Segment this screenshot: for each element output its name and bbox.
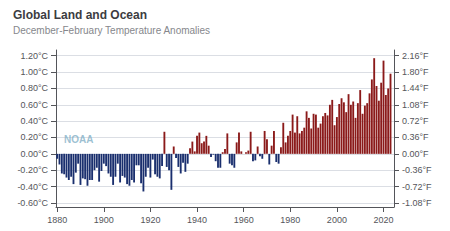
svg-text:-0.20°C: -0.20°C — [17, 165, 48, 175]
svg-text:2020: 2020 — [373, 215, 393, 225]
svg-text:0.60°C: 0.60°C — [20, 100, 48, 110]
svg-text:1920: 1920 — [140, 215, 160, 225]
svg-text:Global Land and Ocean: Global Land and Ocean — [13, 8, 147, 22]
svg-text:December-February Temperature: December-February Temperature Anomalies — [13, 25, 210, 36]
svg-text:-0.60°C: -0.60°C — [17, 198, 48, 208]
svg-text:1960: 1960 — [234, 215, 254, 225]
svg-text:1880: 1880 — [47, 215, 67, 225]
svg-text:0.20°C: 0.20°C — [20, 132, 48, 142]
svg-text:2000: 2000 — [327, 215, 347, 225]
svg-text:1.20°C: 1.20°C — [20, 51, 48, 61]
svg-text:0.40°C: 0.40°C — [20, 116, 48, 126]
svg-text:1.80°F: 1.80°F — [402, 67, 429, 77]
svg-text:2.16°F: 2.16°F — [402, 51, 429, 61]
svg-text:-1.08°F: -1.08°F — [402, 198, 432, 208]
svg-text:1.00°C: 1.00°C — [20, 67, 48, 77]
svg-text:1940: 1940 — [187, 215, 207, 225]
svg-text:-0.72°F: -0.72°F — [402, 182, 432, 192]
svg-text:-0.40°C: -0.40°C — [17, 182, 48, 192]
svg-text:0.36°F: 0.36°F — [402, 132, 429, 142]
svg-text:1.08°F: 1.08°F — [402, 100, 429, 110]
svg-text:NOAA: NOAA — [64, 134, 93, 145]
svg-text:0.80°C: 0.80°C — [20, 83, 48, 93]
svg-text:1.44°F: 1.44°F — [402, 83, 429, 93]
svg-text:0.00°F: 0.00°F — [402, 149, 429, 159]
svg-text:0.00°C: 0.00°C — [20, 149, 48, 159]
svg-text:1980: 1980 — [280, 215, 300, 225]
svg-text:1900: 1900 — [94, 215, 114, 225]
svg-text:0.72°F: 0.72°F — [402, 116, 429, 126]
svg-text:-0.36°F: -0.36°F — [402, 165, 432, 175]
